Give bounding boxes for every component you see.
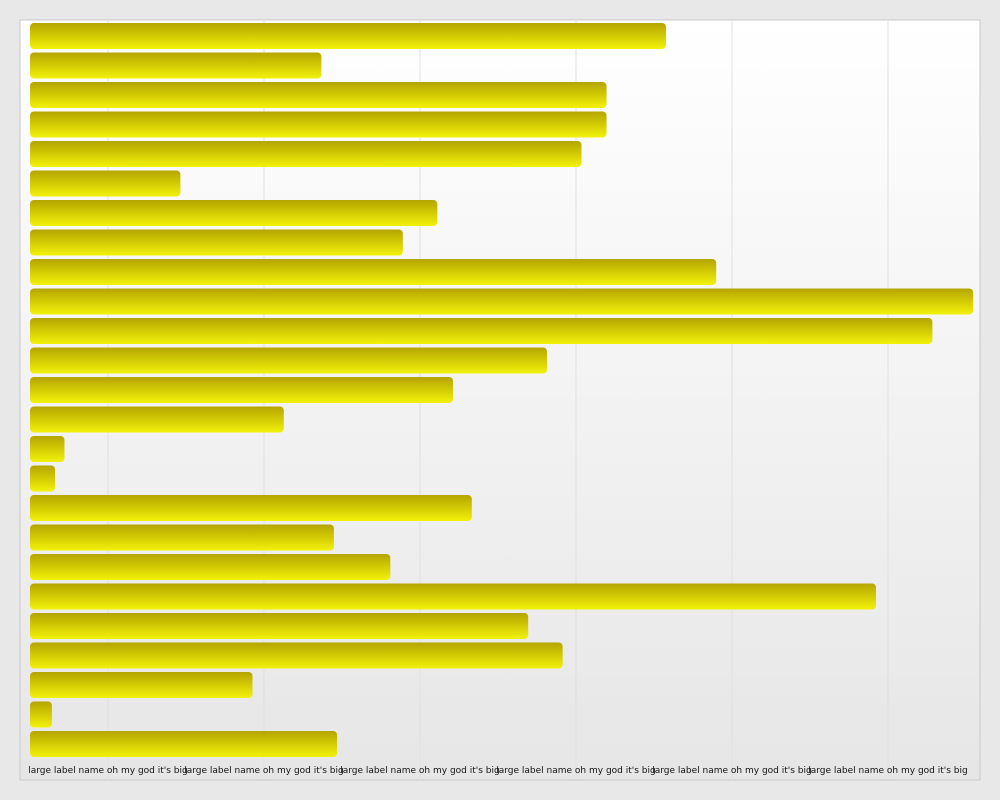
bar <box>30 318 933 344</box>
bar <box>30 701 52 728</box>
bar <box>30 613 529 639</box>
bar <box>30 259 717 285</box>
bar <box>30 495 472 521</box>
bar <box>30 406 284 433</box>
bar <box>30 141 582 167</box>
bar <box>30 111 607 138</box>
x-tick-label: large label name oh my god it's big <box>496 766 655 776</box>
bar <box>30 347 547 374</box>
bar <box>30 436 65 462</box>
x-tick-label: large label name oh my god it's big <box>652 766 811 776</box>
bar <box>30 82 607 108</box>
bar <box>30 229 403 256</box>
x-tick-label: large label name oh my god it's big <box>28 766 187 776</box>
x-tick-labels: large label name oh my god it's biglarge… <box>28 766 967 776</box>
bar <box>30 554 391 580</box>
bar <box>30 377 453 403</box>
bar <box>30 524 334 551</box>
x-tick-label: large label name oh my god it's big <box>340 766 499 776</box>
bar <box>30 465 56 492</box>
bar <box>30 170 181 197</box>
bar <box>30 200 438 226</box>
bar <box>30 23 667 49</box>
bar <box>30 52 322 79</box>
bars <box>30 23 974 757</box>
bar <box>30 583 876 610</box>
x-tick-label: large label name oh my god it's big <box>808 766 967 776</box>
x-tick-label: large label name oh my god it's big <box>184 766 343 776</box>
bar <box>30 288 974 315</box>
bar <box>30 672 253 698</box>
bar <box>30 642 563 669</box>
bar <box>30 731 338 757</box>
